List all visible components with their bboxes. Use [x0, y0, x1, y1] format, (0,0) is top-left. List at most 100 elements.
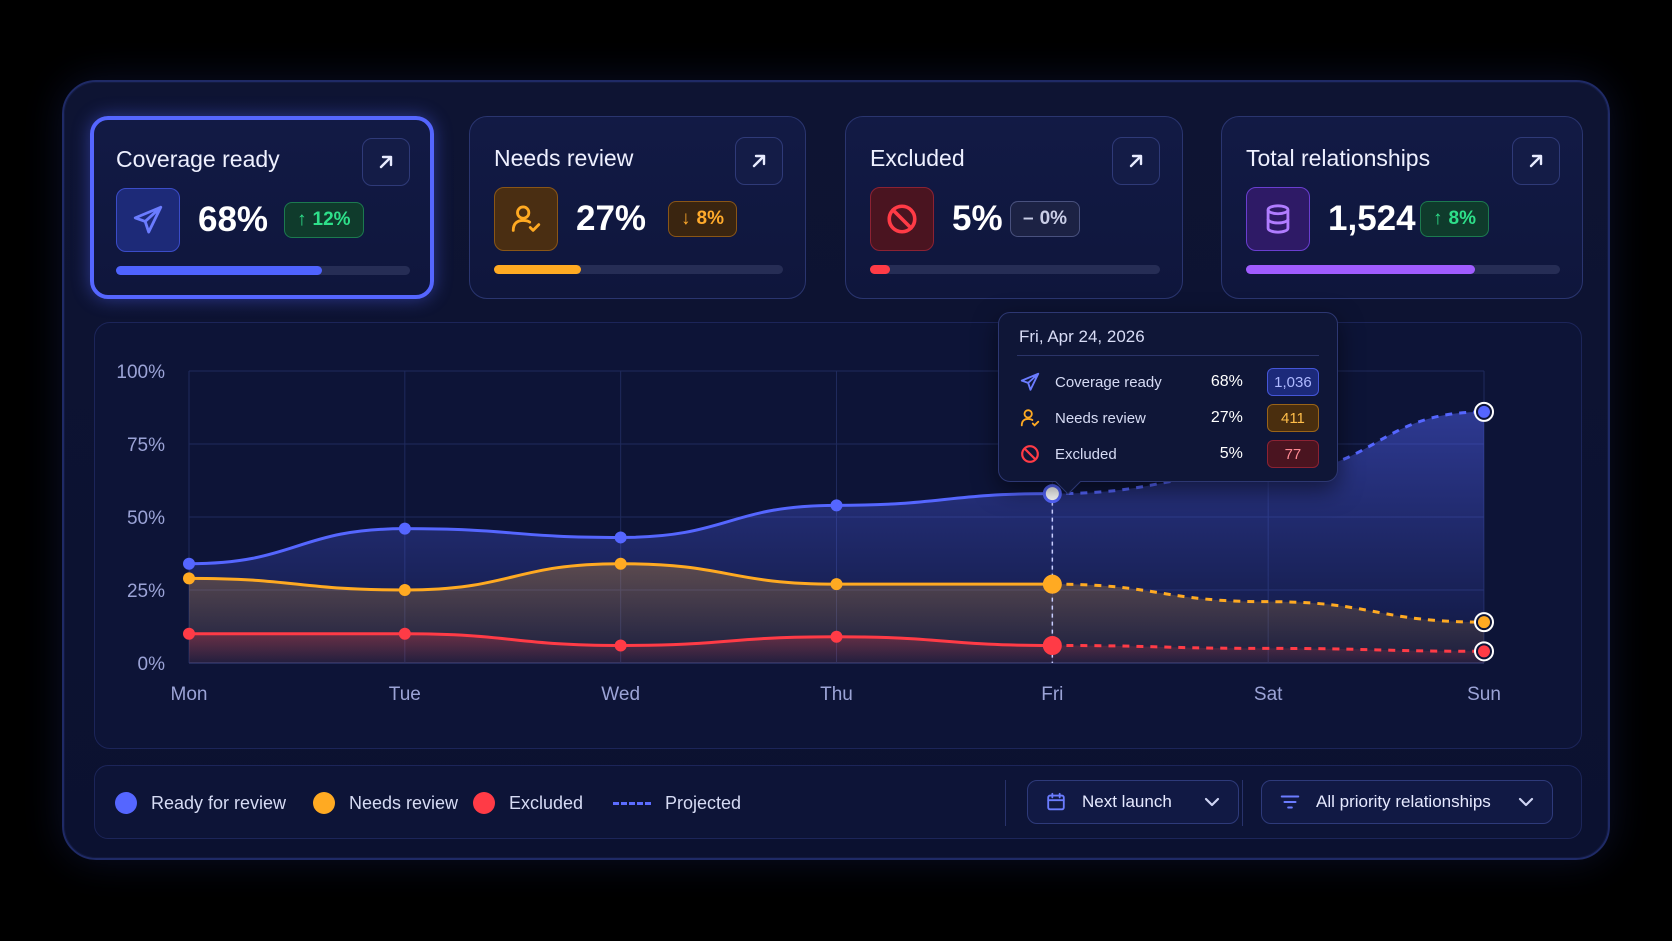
- data-point: [614, 639, 627, 652]
- tooltip-count: 77: [1266, 440, 1319, 468]
- card-title: Needs review: [494, 145, 634, 171]
- legend-swatch: [115, 792, 137, 814]
- endpoint-point: [1478, 405, 1490, 418]
- card-total-relationships[interactable]: Total relationships 1,524 ↑ 8%: [1221, 116, 1583, 299]
- data-point: [398, 522, 411, 535]
- chevron-down-icon: [1204, 797, 1220, 807]
- card-coverage-ready[interactable]: Coverage ready 68% ↑ 12%: [90, 116, 434, 299]
- select-label: Next launch: [1082, 792, 1172, 811]
- tooltip-label: Coverage ready: [1055, 373, 1162, 391]
- legend-label: Excluded: [509, 792, 584, 813]
- data-point: [183, 627, 195, 640]
- tooltip-row: Excluded 5% 77: [1019, 439, 1319, 469]
- select-label: All priority relationships: [1316, 792, 1491, 811]
- series-line-projected: [1052, 582, 1485, 624]
- delta-value: 0%: [1039, 208, 1068, 229]
- open-card-button[interactable]: [735, 137, 783, 185]
- data-point: [614, 557, 627, 570]
- legend-swatch: [313, 792, 335, 814]
- data-point: [830, 578, 843, 591]
- y-tick-label: 50%: [127, 508, 165, 529]
- highlight-point: [1042, 574, 1062, 594]
- arrow-up-icon: ↑: [1433, 208, 1443, 229]
- ban-icon: [1019, 442, 1041, 466]
- series-line-projected: [1052, 643, 1485, 653]
- legend-projected[interactable]: Projected: [613, 766, 741, 840]
- data-point: [830, 499, 843, 512]
- open-card-button[interactable]: [1512, 137, 1560, 185]
- endpoint-point: [1478, 616, 1490, 629]
- highlight-point-core: [1048, 489, 1057, 498]
- priority-filter-select[interactable]: All priority relationships: [1261, 780, 1553, 824]
- card-title: Coverage ready: [116, 146, 280, 172]
- data-point: [183, 557, 195, 570]
- endpoint-point: [1478, 645, 1490, 658]
- card-excluded[interactable]: Excluded 5% –0%: [845, 116, 1183, 299]
- legend-label: Needs review: [349, 792, 459, 813]
- legend-bar: Ready for review Needs review Excluded P…: [94, 765, 1582, 839]
- card-value: 68%: [198, 200, 269, 239]
- progress-track: [116, 266, 410, 275]
- tooltip-percent: 68%: [1210, 373, 1243, 390]
- x-tick-label: Thu: [820, 684, 853, 705]
- chevron-down-icon: [1518, 797, 1534, 807]
- legend-excluded[interactable]: Excluded: [473, 766, 583, 840]
- arrow-up-right-icon: [752, 154, 766, 168]
- tooltip-percent: 27%: [1210, 409, 1243, 426]
- y-tick-label: 100%: [116, 362, 165, 383]
- progress-track: [870, 265, 1160, 274]
- divider: [1242, 780, 1243, 826]
- progress-track: [1246, 265, 1560, 274]
- progress-fill: [116, 266, 322, 275]
- arrow-up-right-icon: [1529, 154, 1543, 168]
- delta-badge: ↓ 8%: [668, 201, 737, 237]
- dashboard-panel: Coverage ready 68% ↑ 12% Needs review 27%…: [62, 80, 1610, 860]
- arrow-up-right-icon: [1129, 154, 1143, 168]
- calendar-icon: [1044, 790, 1068, 814]
- user-review-icon: [1019, 406, 1041, 430]
- legend-needs-review[interactable]: Needs review: [313, 766, 458, 840]
- data-point: [183, 572, 195, 585]
- next-launch-select[interactable]: Next launch: [1027, 780, 1239, 824]
- delta-badge: ↑ 12%: [284, 202, 364, 238]
- card-title: Total relationships: [1246, 145, 1431, 171]
- card-value: 1,524: [1328, 199, 1416, 238]
- progress-fill: [870, 265, 891, 274]
- data-point: [614, 531, 627, 544]
- delta-value: 8%: [696, 208, 724, 229]
- arrow-down-icon: ↓: [681, 208, 691, 229]
- open-card-button[interactable]: [362, 138, 410, 186]
- minus-icon: –: [1023, 208, 1034, 229]
- card-needs-review[interactable]: Needs review 27% ↓ 8%: [469, 116, 806, 299]
- chart-tooltip: Fri, Apr 24, 2026 Coverage ready 68% 1,0…: [998, 312, 1338, 495]
- database-icon: [1246, 187, 1310, 251]
- chart-area: 100% 75% 50% 25% 0% Mon Tue Wed Thu Fri Sat Sun: [94, 322, 1582, 749]
- x-tick-label: Mon: [171, 684, 208, 705]
- progress-track: [494, 265, 783, 274]
- card-value: 5%: [952, 199, 1003, 238]
- ban-icon: [870, 187, 934, 251]
- divider: [1017, 355, 1319, 356]
- legend-label: Ready for review: [151, 792, 287, 813]
- y-tick-label: 75%: [127, 435, 165, 456]
- progress-fill: [494, 265, 581, 274]
- arrow-up-right-icon: [379, 155, 393, 169]
- progress-fill: [1246, 265, 1476, 274]
- tooltip-row: Coverage ready 68% 1,036: [1019, 367, 1319, 397]
- send-icon: [1019, 370, 1041, 394]
- tooltip-percent: 5%: [1219, 445, 1243, 462]
- y-tick-label: 0%: [138, 654, 166, 675]
- card-title: Excluded: [870, 145, 965, 171]
- divider: [1005, 780, 1006, 826]
- legend-swatch: [473, 792, 495, 814]
- tooltip-label: Needs review: [1055, 409, 1146, 427]
- open-card-button[interactable]: [1112, 137, 1160, 185]
- tooltip-label: Excluded: [1055, 445, 1117, 463]
- legend-ready[interactable]: Ready for review: [115, 766, 286, 840]
- user-review-icon: [494, 187, 558, 251]
- filter-icon: [1278, 790, 1302, 814]
- series-line-projected: [1052, 410, 1485, 496]
- x-tick-label: Tue: [389, 684, 421, 705]
- x-tick-label: Sat: [1254, 684, 1283, 705]
- y-tick-label: 25%: [127, 581, 165, 602]
